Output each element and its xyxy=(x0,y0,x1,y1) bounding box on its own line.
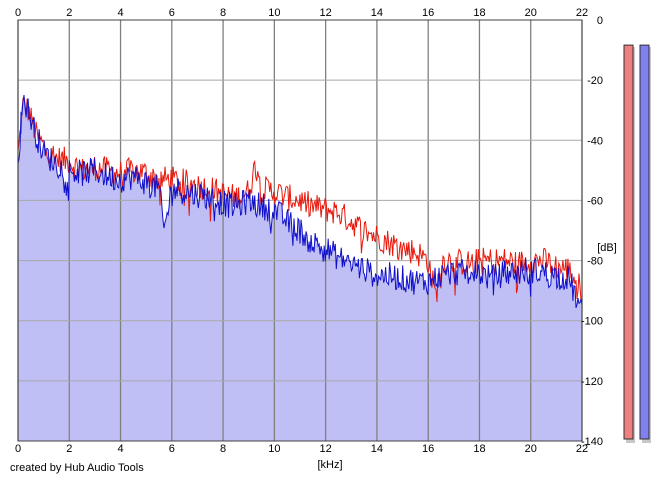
y-tick-label: -140 xyxy=(581,436,603,448)
x-tick-label-bottom: 10 xyxy=(268,443,280,455)
x-tick-label-top: 18 xyxy=(473,7,485,19)
x-tick-label-bottom: 22 xyxy=(576,443,588,455)
x-tick-label-top: 22 xyxy=(576,7,588,19)
x-tick-label-bottom: 20 xyxy=(525,443,537,455)
x-tick-label-top: 20 xyxy=(525,7,537,19)
y-tick-label: -20 xyxy=(587,75,603,87)
x-tick-label-top: 16 xyxy=(422,7,434,19)
level-meter-bar xyxy=(639,44,650,440)
x-tick-label-bottom: 18 xyxy=(473,443,485,455)
x-tick-label-bottom: 12 xyxy=(320,443,332,455)
x-tick-label-top: 0 xyxy=(15,7,21,19)
x-tick-label-bottom: 4 xyxy=(117,443,123,455)
x-axis-label: [kHz] xyxy=(317,459,342,471)
y-tick-label: -120 xyxy=(581,376,603,388)
x-tick-label-bottom: 16 xyxy=(422,443,434,455)
x-tick-label-bottom: 14 xyxy=(371,443,383,455)
x-tick-label-top: 6 xyxy=(169,7,175,19)
credit-text: created by Hub Audio Tools xyxy=(10,462,144,474)
y-tick-label: 0 xyxy=(597,15,603,27)
x-tick-label-top: 4 xyxy=(117,7,123,19)
plot-frame xyxy=(17,19,583,442)
x-tick-label-top: 12 xyxy=(320,7,332,19)
x-tick-label-bottom: 6 xyxy=(169,443,175,455)
y-axis-label: [dB] xyxy=(597,242,617,254)
x-tick-label-top: 14 xyxy=(371,7,383,19)
y-tick-label: -40 xyxy=(587,135,603,147)
x-tick-label-bottom: 0 xyxy=(15,443,21,455)
spectrum-fill xyxy=(18,95,582,441)
x-tick-label-top: 2 xyxy=(66,7,72,19)
y-tick-label: -60 xyxy=(587,195,603,207)
x-tick-label-bottom: 2 xyxy=(66,443,72,455)
x-tick-label-top: 10 xyxy=(268,7,280,19)
y-tick-label: -100 xyxy=(581,316,603,328)
y-tick-label: -80 xyxy=(587,256,603,268)
blue-channel-line xyxy=(17,95,583,308)
level-meter-bar xyxy=(623,44,634,440)
x-tick-label-bottom: 8 xyxy=(220,443,226,455)
x-tick-label-top: 8 xyxy=(220,7,226,19)
